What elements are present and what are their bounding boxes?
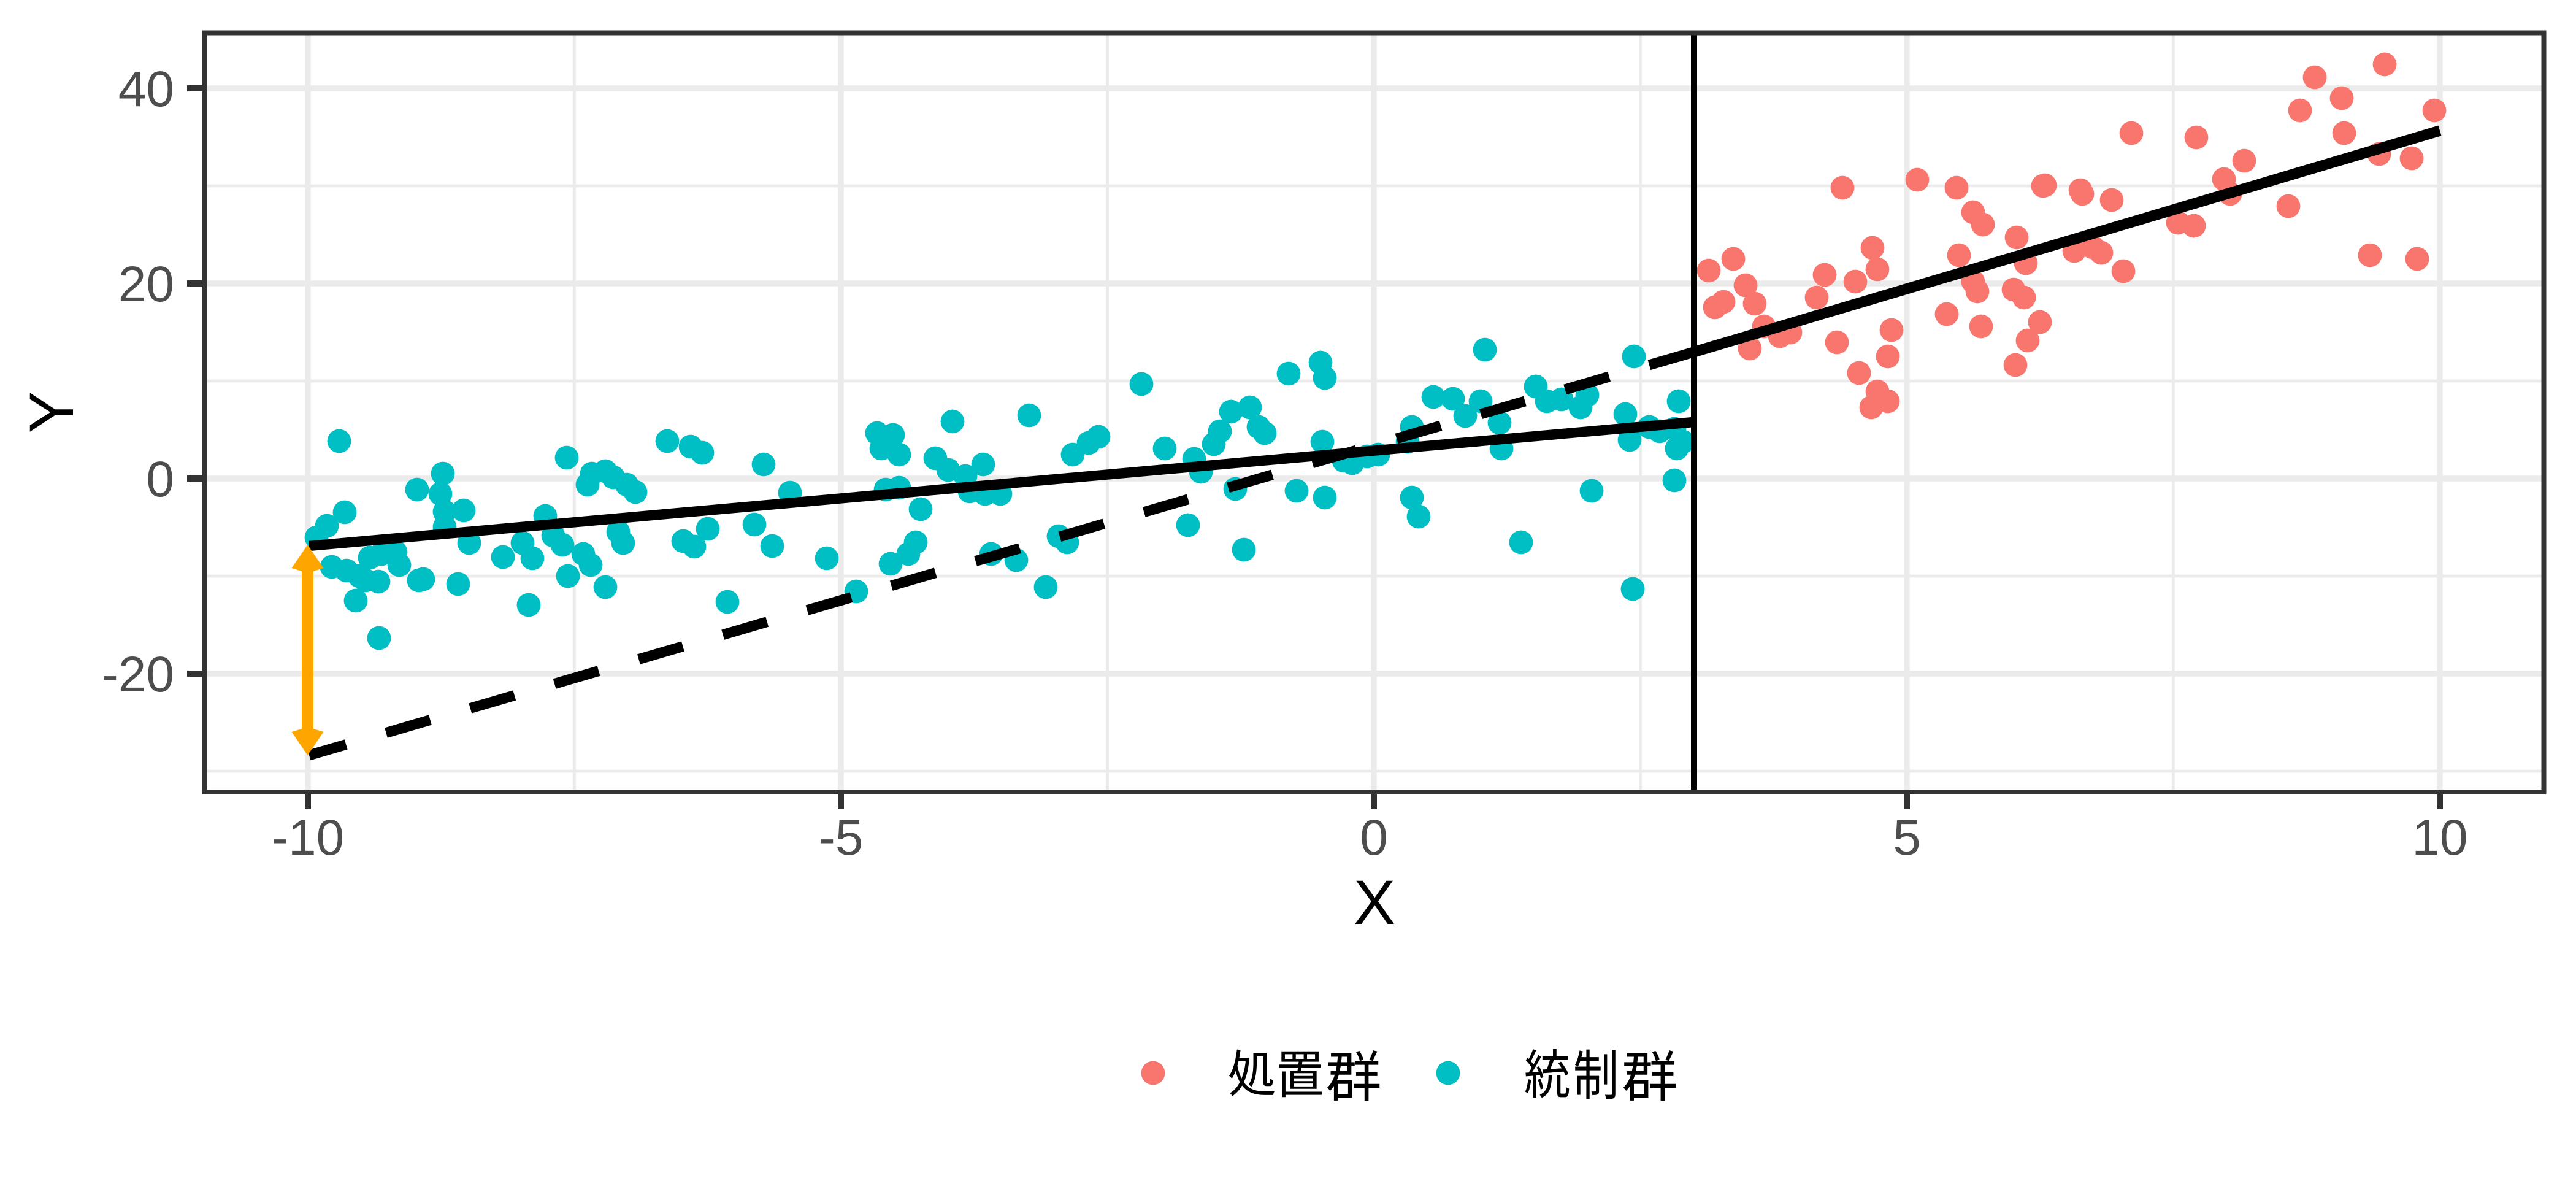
svg-text:40: 40 <box>118 61 174 117</box>
svg-text:10: 10 <box>2412 810 2467 866</box>
svg-text:0: 0 <box>1360 810 1388 866</box>
svg-text:0: 0 <box>146 452 174 507</box>
svg-text:20: 20 <box>118 256 174 312</box>
svg-text:-10: -10 <box>272 810 345 866</box>
svg-text:-5: -5 <box>819 810 864 866</box>
svg-text:5: 5 <box>1893 810 1921 866</box>
svg-text:X: X <box>1354 867 1395 937</box>
svg-text:-20: -20 <box>101 647 174 702</box>
svg-text:Y: Y <box>17 391 86 433</box>
